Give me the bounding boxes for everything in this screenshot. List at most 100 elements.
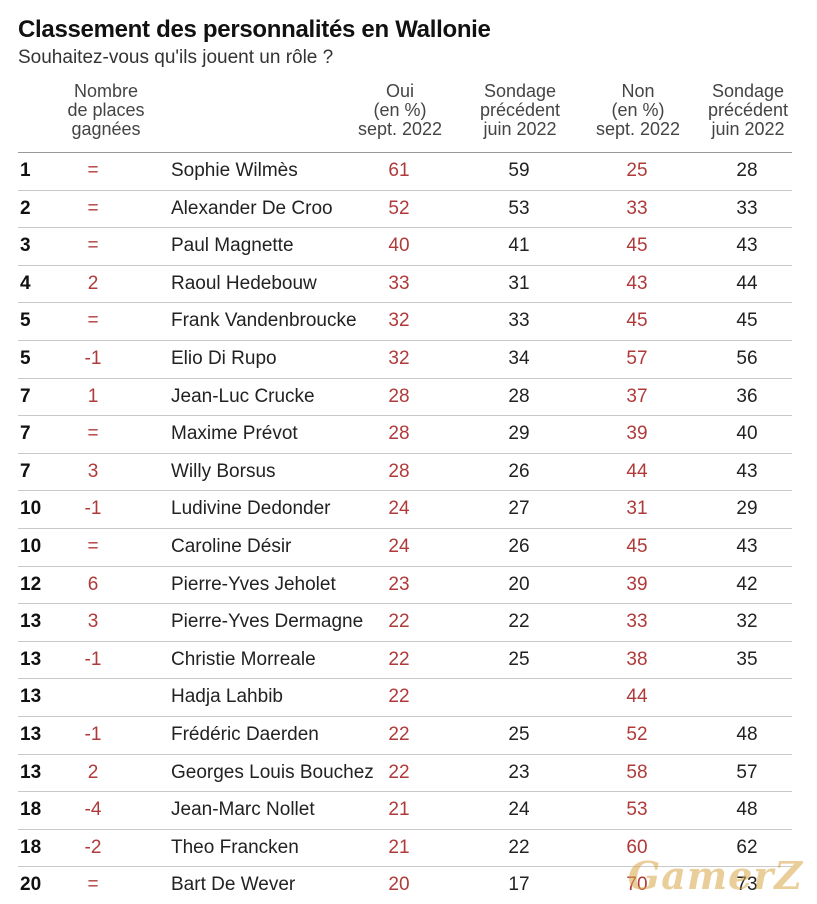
places-change-cell: =: [87, 235, 99, 257]
rank-cell: 7: [20, 385, 31, 407]
rank-cell: 7: [20, 460, 31, 482]
places-change-cell: =: [87, 160, 99, 181]
places-change-cell: =: [87, 197, 99, 219]
rank-cell: 5: [20, 347, 31, 369]
prev-oui-value-cell: 22: [508, 611, 530, 633]
oui-value-cell: 32: [388, 310, 410, 332]
prev-oui-value-cell: 41: [508, 235, 530, 257]
rank-cell: 7: [20, 423, 31, 445]
name-cell: Jean-Marc Nollet: [171, 799, 315, 821]
oui-value-cell: 40: [388, 235, 410, 257]
header-places-line: de places: [67, 100, 145, 120]
prev-oui-value-cell: 26: [508, 460, 530, 482]
places-change-cell: =: [87, 310, 99, 332]
header-prev-oui-line: précédent: [479, 100, 561, 120]
name-cell: Bart De Wever: [171, 874, 296, 896]
non-value-cell: 45: [626, 310, 648, 332]
prev-oui-value-cell: 33: [508, 310, 530, 332]
oui-value-cell: 21: [388, 836, 410, 858]
oui-value-cell: 32: [388, 347, 410, 369]
prev-oui-value-cell: 23: [508, 761, 530, 783]
table-row: 4 2 Raoul Hedebouw 33 31 43 44: [18, 266, 792, 304]
places-change-cell: -2: [84, 836, 102, 858]
places-change-cell: 3: [87, 460, 99, 482]
oui-value-cell: 24: [388, 498, 410, 520]
non-value-cell: 57: [626, 347, 648, 369]
table-row: 10 -1 Ludivine Dedonder 24 27 31 29: [18, 491, 792, 529]
table-row: 1 = Sophie Wilmès 61 59 25 28: [18, 153, 792, 191]
non-value-cell: 44: [626, 460, 648, 482]
name-cell: Elio Di Rupo: [171, 347, 277, 369]
rank-cell: 18: [20, 836, 42, 858]
table-row: 5 -1 Elio Di Rupo 32 34 57 56: [18, 341, 792, 379]
prev-oui-value-cell: 59: [508, 160, 530, 181]
prev-non-value-cell: 43: [736, 460, 758, 482]
table-row: 13 3 Pierre-Yves Dermagne 22 22 33 32: [18, 604, 792, 642]
oui-value-cell: 22: [388, 686, 410, 708]
table-row: 18 -2 Theo Francken 21 22 60 62: [18, 830, 792, 868]
non-value-cell: 52: [626, 723, 648, 745]
oui-value-cell: 61: [388, 160, 410, 181]
places-change-cell: 6: [87, 573, 99, 595]
prev-oui-value-cell: 24: [508, 799, 530, 821]
rank-cell: 13: [20, 648, 42, 670]
name-cell: Hadja Lahbib: [171, 686, 283, 708]
chart-title: Classement des personnalités en Wallonie: [18, 16, 491, 43]
non-value-cell: 53: [626, 799, 648, 821]
name-cell: Frank Vandenbroucke: [171, 310, 357, 332]
oui-value-cell: 28: [388, 423, 410, 445]
places-change-cell: =: [87, 874, 99, 896]
prev-non-value-cell: 32: [736, 611, 758, 633]
non-value-cell: 70: [626, 874, 648, 896]
header-oui-line: sept. 2022: [357, 119, 443, 139]
table-row: 20 = Bart De Wever 20 17 70 73: [18, 867, 792, 904]
prev-oui-value-cell: 31: [508, 272, 530, 294]
places-change-cell: =: [87, 535, 99, 557]
oui-value-cell: 22: [388, 648, 410, 670]
table-row: 7 = Maxime Prévot 28 29 39 40: [18, 416, 792, 454]
prev-oui-value-cell: 26: [508, 535, 530, 557]
non-value-cell: 38: [626, 648, 648, 670]
header-prev-oui: Sondage précédent juin 2022: [460, 82, 580, 139]
name-cell: Theo Francken: [171, 836, 299, 858]
header-prev-non-line: précédent: [707, 100, 789, 120]
prev-oui-value-cell: 25: [508, 648, 530, 670]
name-cell: Willy Borsus: [171, 460, 276, 482]
table-row: 3 = Paul Magnette 40 41 45 43: [18, 228, 792, 266]
table-row: 13 2 Georges Louis Bouchez 22 23 58 57: [18, 755, 792, 793]
non-value-cell: 37: [626, 385, 648, 407]
rank-cell: 10: [20, 498, 42, 520]
places-change-cell: -1: [84, 648, 102, 670]
table-row: 18 -4 Jean-Marc Nollet 21 24 53 48: [18, 792, 792, 830]
oui-value-cell: 21: [388, 799, 410, 821]
non-value-cell: 39: [626, 573, 648, 595]
non-value-cell: 44: [626, 686, 648, 708]
header-prev-non: Sondage précédent juin 2022: [688, 82, 808, 139]
prev-non-value-cell: 73: [736, 874, 758, 896]
oui-value-cell: 28: [388, 385, 410, 407]
header-places-line: gagnées: [71, 119, 141, 139]
places-change-cell: 2: [87, 272, 99, 294]
prev-non-value-cell: 44: [736, 272, 758, 294]
prev-oui-value-cell: 17: [508, 874, 530, 896]
rank-cell: 3: [20, 235, 31, 257]
prev-non-value-cell: 28: [736, 160, 758, 181]
prev-oui-value-cell: 22: [508, 836, 530, 858]
watermark-logo: GamerZ: [627, 853, 803, 898]
header-oui-line: Oui: [385, 81, 414, 101]
header-oui: Oui (en %) sept. 2022: [340, 82, 460, 139]
name-cell: Christie Morreale: [171, 648, 316, 670]
prev-oui-value-cell: 27: [508, 498, 530, 520]
name-cell: Raoul Hedebouw: [171, 272, 317, 294]
rank-cell: 20: [20, 874, 42, 896]
rank-cell: 13: [20, 686, 42, 708]
ranking-table: 1 = Sophie Wilmès 61 59 25 28 2 = Alexander De Cr…: [18, 152, 792, 904]
prev-non-value-cell: 29: [736, 498, 758, 520]
prev-oui-value-cell: 20: [508, 573, 530, 595]
places-change-cell: -1: [84, 498, 102, 520]
non-value-cell: 43: [626, 272, 648, 294]
rank-cell: 10: [20, 535, 42, 557]
table-row: 13 -1 Christie Morreale 22 25 38 35: [18, 642, 792, 680]
header-non-line: sept. 2022: [595, 119, 681, 139]
places-change-cell: -4: [84, 799, 102, 821]
